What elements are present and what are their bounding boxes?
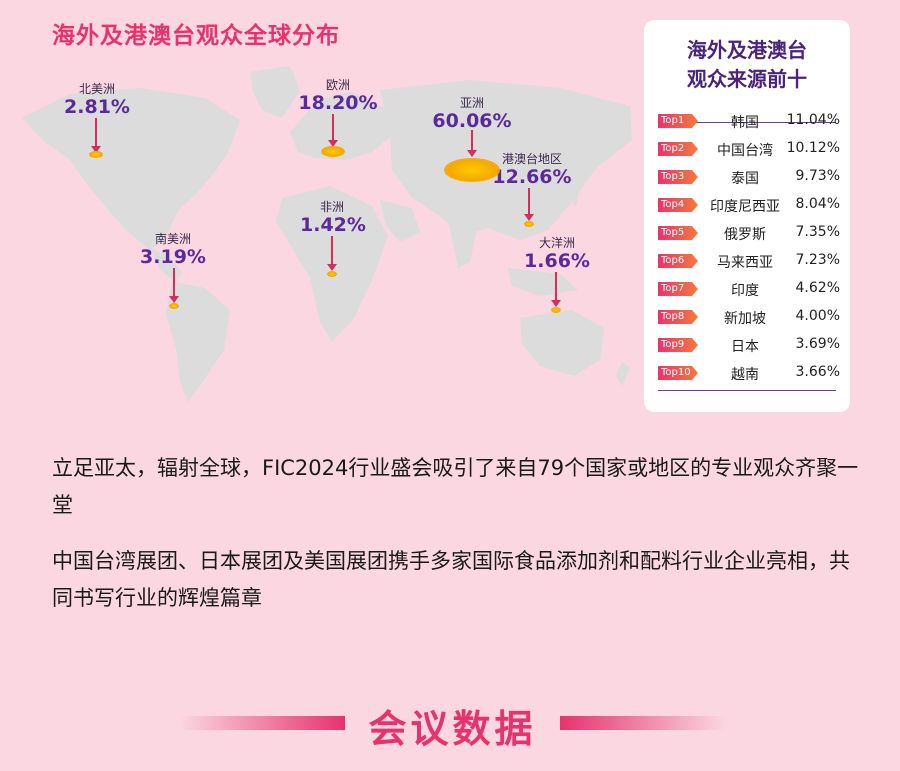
rank-country: 马来西亚 (717, 255, 773, 271)
page-title: 海外及港澳台观众全球分布 (52, 23, 340, 49)
region-name: 南美洲 (154, 232, 191, 246)
rank-row: Top1 韩国 11.04% (658, 110, 840, 134)
marker-north-america (86, 118, 106, 160)
rank-badge: Top3 (658, 170, 698, 184)
section-heading: 会议数据 (0, 694, 900, 754)
rank-row: Top2 中国台湾 10.12% (658, 138, 840, 162)
region-pct: 1.42% (300, 214, 366, 236)
rank-pct: 3.69% (795, 336, 840, 352)
region-pct: 12.66% (492, 166, 572, 188)
rank-pct: 3.66% (795, 364, 840, 380)
rank-pct: 7.35% (795, 224, 840, 240)
marker-south-america (164, 268, 184, 312)
rank-badge: Top9 (658, 338, 698, 352)
heading-bar-right (560, 716, 725, 730)
rank-row: Top10 越南 3.66% (658, 362, 840, 386)
region-africa: 非洲 1.42% (300, 198, 366, 236)
rank-country: 印度尼西亚 (710, 199, 780, 215)
region-pct: 18.20% (298, 92, 378, 114)
region-name: 北美洲 (78, 82, 115, 96)
rank-badge: Top1 (658, 114, 698, 128)
top10-title-line2: 观众来源前十 (687, 67, 807, 91)
rank-country: 韩国 (731, 115, 759, 131)
region-hk-macao-taiwan: 港澳台地区 12.66% (490, 150, 574, 187)
region-asia: 亚洲 60.06% (430, 94, 514, 131)
rank-country: 印度 (731, 283, 759, 299)
rank-badge: Top5 (658, 226, 698, 240)
rank-row: Top8 新加坡 4.00% (658, 306, 840, 330)
rank-pct: 4.62% (795, 280, 840, 296)
rank-country: 俄罗斯 (724, 227, 766, 243)
top10-card: 海外及港澳台 观众来源前十 Top1 韩国 11.04% Top2 中国台湾 1… (644, 20, 850, 412)
region-name: 欧洲 (325, 78, 350, 92)
rank-badge: Top6 (658, 254, 698, 268)
rank-row: Top4 印度尼西亚 8.04% (658, 194, 840, 218)
marker-africa (322, 236, 342, 280)
region-europe: 欧洲 18.20% (298, 76, 378, 113)
rank-country: 日本 (731, 339, 759, 355)
rank-pct: 7.23% (795, 252, 840, 268)
rank-pct: 11.04% (786, 112, 840, 128)
region-pct: 2.81% (64, 96, 130, 118)
region-north-america: 北美洲 2.81% (62, 80, 132, 117)
region-pct: 1.66% (524, 250, 590, 272)
rank-country: 泰国 (731, 171, 759, 187)
exhibitor-paragraph: 中国台湾展团、日本展团及美国展团携手多家国际食品添加剂和配料行业企业亮相，共同书… (52, 549, 850, 610)
region-south-america: 南美洲 3.19% (138, 230, 208, 267)
rank-badge: Top2 (658, 142, 698, 156)
region-name: 港澳台地区 (501, 152, 562, 166)
rank-country: 越南 (731, 367, 759, 383)
rank-row: Top3 泰国 9.73% (658, 166, 840, 190)
intro-paragraph: 立足亚太，辐射全球，FIC2024行业盛会吸引了来自79个国家或地区的专业观众齐… (52, 456, 859, 517)
rank-badge: Top7 (658, 282, 698, 296)
rank-country: 中国台湾 (717, 143, 773, 159)
region-oceania: 大洋洲 1.66% (522, 234, 592, 271)
section-heading-label: 会议数据 (368, 707, 537, 751)
rank-pct: 10.12% (786, 140, 840, 156)
rank-row: Top6 马来西亚 7.23% (658, 250, 840, 274)
region-name: 非洲 (319, 200, 344, 214)
marker-hk-macao-taiwan (519, 188, 539, 230)
heading-bar-left (180, 716, 345, 730)
region-name: 亚洲 (459, 96, 484, 110)
top10-title: 海外及港澳台 观众来源前十 (644, 36, 850, 94)
rank-row: Top7 印度 4.62% (658, 278, 840, 302)
rank-country: 新加坡 (724, 311, 766, 327)
top10-title-line1: 海外及港澳台 (687, 38, 807, 62)
world-map (22, 66, 632, 402)
region-pct: 3.19% (140, 246, 206, 268)
rank-badge: Top4 (658, 198, 698, 212)
top10-divider-top (658, 122, 836, 123)
marker-asia (442, 130, 502, 184)
rank-pct: 9.73% (795, 168, 840, 184)
region-name: 大洋洲 (538, 236, 575, 250)
marker-oceania (546, 272, 566, 316)
rank-pct: 4.00% (795, 308, 840, 324)
rank-pct: 8.04% (795, 196, 840, 212)
rank-badge: Top8 (658, 310, 698, 324)
top10-divider-bottom (658, 390, 836, 391)
rank-row: Top9 日本 3.69% (658, 334, 840, 358)
region-pct: 60.06% (432, 110, 512, 132)
marker-europe (318, 114, 348, 158)
rank-badge: Top10 (658, 366, 698, 380)
rank-row: Top5 俄罗斯 7.35% (658, 222, 840, 246)
